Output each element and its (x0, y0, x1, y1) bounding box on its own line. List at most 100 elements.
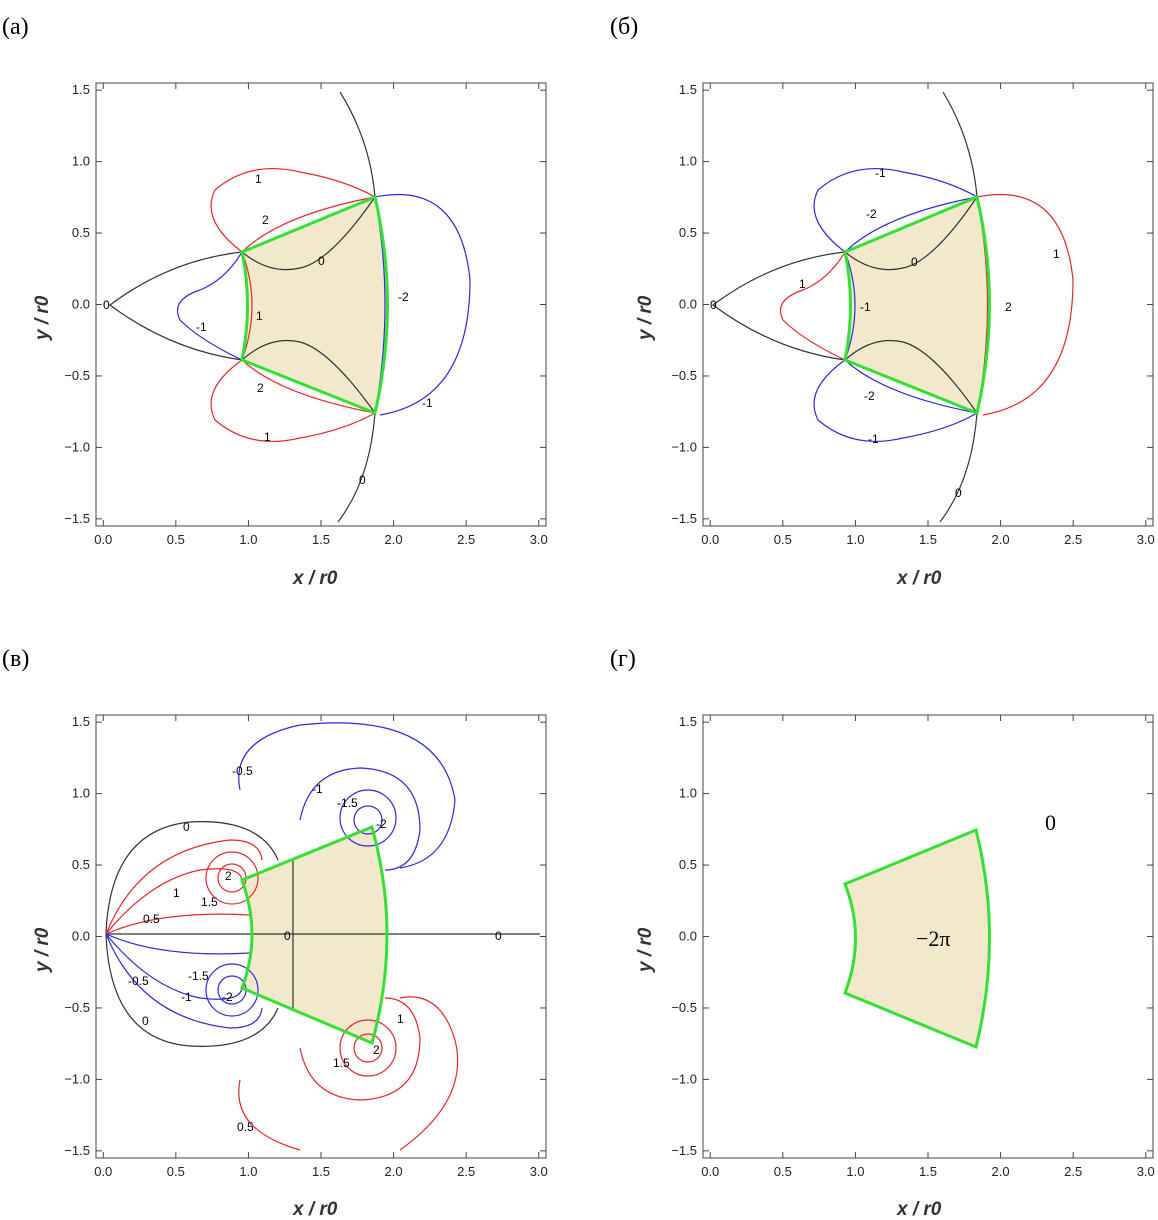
ticks: 0.0 0.5 1.0 1.5 2.0 2.5 3.0 −1.5 −1.0 −0.5 0.0 0.5 1… (671, 714, 1154, 1179)
y-tick-label: 0.0 (72, 929, 90, 944)
panel-label-a: (а) (2, 14, 29, 40)
contour-line (299, 767, 421, 871)
contour-label: 0 (955, 486, 962, 500)
contour-label: 1 (799, 277, 806, 291)
y-tick-label: −0.5 (671, 368, 697, 383)
contour-line (813, 167, 978, 253)
contour-line (844, 196, 978, 253)
contour-line (105, 933, 263, 1029)
contour-line (205, 851, 259, 905)
region-value-inside: −2π (916, 926, 951, 951)
y-axis-label: y / r0 (32, 927, 53, 973)
contour-label: 0 (911, 255, 918, 269)
x-tick-label: 0.5 (167, 1164, 185, 1179)
contour-line (105, 839, 263, 935)
y-tick-label: −1.5 (64, 511, 90, 526)
region-value-outside: 0 (1045, 810, 1056, 835)
contour-line (210, 167, 376, 253)
contour-label: 1 (1053, 247, 1060, 261)
x-tick-label: 1.0 (239, 532, 257, 547)
y-tick-label: 1.0 (72, 154, 90, 169)
contour-label: -1 (875, 166, 886, 180)
contour-line (779, 251, 846, 361)
region-fill (845, 197, 990, 413)
region-boundary (240, 194, 389, 416)
region-fill (242, 827, 387, 1043)
x-tick-label: 3.0 (530, 532, 548, 547)
panel-c: 0.0 0.5 1.0 1.5 2.0 2.5 3.0 −1.5 −1.0 −0.5 0.0 0.5 1… (32, 714, 548, 1220)
contour-label: -1.5 (337, 796, 358, 810)
x-tick-label: 2.0 (992, 532, 1010, 547)
x-tick-label: 1.0 (239, 1164, 257, 1179)
contour-label: -2 (376, 817, 387, 831)
x-tick-label: 3.0 (1137, 532, 1155, 547)
x-tick-label: 2.5 (457, 1164, 475, 1179)
x-tick-label: 0.0 (701, 1164, 719, 1179)
contour-label: -1 (312, 782, 323, 796)
contour-label: -1.5 (188, 969, 209, 983)
y-tick-label: 1.0 (679, 154, 697, 169)
contour-line (241, 339, 376, 414)
x-axis-label: x / r0 (896, 1199, 942, 1220)
contour-label: 2 (262, 213, 269, 227)
contour-line (105, 913, 251, 935)
y-tick-label: 0.5 (72, 225, 90, 240)
panel-label-b: (б) (610, 14, 638, 40)
contour-line (105, 933, 243, 1000)
contour-label: -1 (196, 320, 207, 334)
contour-label: 0 (284, 929, 291, 943)
contour-label: 0 (183, 820, 190, 834)
contour-label: -1 (181, 990, 192, 1004)
y-axis-label: y / r0 (635, 927, 656, 973)
contour-label: -2 (866, 207, 877, 221)
panel-b: 0.0 0.5 1.0 1.5 2.0 2.5 3.0 −1.5 −1.0 −0.5 0.0 0.5 1… (635, 82, 1155, 589)
contour-label: -1 (868, 432, 879, 446)
contour-line (241, 359, 376, 414)
ticks: 0.0 0.5 1.0 1.5 2.0 2.5 3.0 −1.5 −1.0 −0.5 0.0 0.5 1… (64, 82, 547, 547)
contour-line (238, 722, 456, 869)
contour-labels: 1 2 0 -2 1 -1 2 -1 1 0 0 (103, 172, 433, 487)
contour-label: 2 (1005, 300, 1012, 314)
x-tick-label: 0.0 (701, 532, 719, 547)
contour-label: 0 (359, 473, 366, 487)
region-fill (845, 830, 990, 1047)
contour-line (353, 805, 383, 835)
ticks: 0.0 0.5 1.0 1.5 2.0 2.5 3.0 −1.5 −1.0 −0.5 0.0 0.5 1… (64, 714, 547, 1179)
contour-label: 0 (318, 254, 325, 268)
y-tick-label: 1.0 (679, 786, 697, 801)
contour-line (337, 412, 376, 523)
contour-label: 2 (257, 381, 264, 395)
region-boundary (843, 827, 991, 1050)
contour-label: 1 (173, 886, 180, 900)
x-tick-label: 0.5 (167, 532, 185, 547)
y-axis-label: y / r0 (635, 295, 656, 341)
contour-line (205, 963, 259, 1017)
x-tick-label: 2.5 (1064, 1164, 1082, 1179)
contour-labels: -0.5 -1 -1.5 -2 0 2 1.5 1 0.5 0 0 -0.5 -… (128, 764, 502, 1134)
contour-label: -2 (864, 389, 875, 403)
contour-line (844, 339, 978, 414)
y-tick-label: −1.5 (671, 1143, 697, 1158)
region-fill (242, 197, 388, 413)
contour-labels: -1 -2 0 1 -1 2 1 0 -2 -1 0 (710, 166, 1060, 500)
y-tick-label: 0.5 (679, 857, 697, 872)
contour-line (711, 251, 846, 361)
x-tick-label: 1.5 (919, 532, 937, 547)
contour-line (844, 196, 978, 271)
panel-label-c: (в) (2, 646, 29, 672)
contour-line (844, 359, 978, 414)
contour-label: 1.5 (201, 895, 218, 909)
contour-line (399, 996, 459, 1151)
x-tick-label: 1.5 (312, 532, 330, 547)
y-tick-label: 0.5 (679, 225, 697, 240)
contour-line (942, 91, 978, 198)
contour-line (241, 196, 376, 271)
y-tick-label: 0.0 (72, 297, 90, 312)
contour-label: 2 (225, 869, 232, 883)
contour-label: 1 (264, 430, 271, 444)
y-tick-label: −1.0 (64, 439, 90, 454)
region-boundary (843, 194, 991, 416)
contour-label: 1.5 (333, 1056, 350, 1070)
contour-label: 1 (256, 309, 263, 323)
